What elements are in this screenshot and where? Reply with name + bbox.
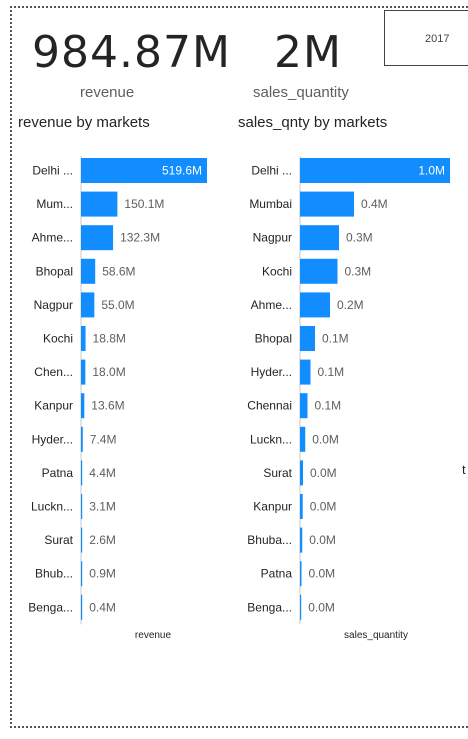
revenue-bar xyxy=(81,561,83,587)
revenue-bar xyxy=(81,494,83,519)
revenue-bar xyxy=(81,359,86,385)
revenue-data-label: 13.6M xyxy=(91,399,124,413)
quantity-data-label: 0.4M xyxy=(361,197,388,211)
quantity-data-label: 0.0M xyxy=(310,466,337,480)
quantity-bar xyxy=(300,225,339,251)
quantity-data-label: 0.1M xyxy=(318,365,345,379)
quantity-data-label: 0.0M xyxy=(312,432,339,446)
revenue-bar xyxy=(81,527,83,553)
revenue-bar xyxy=(81,158,207,183)
revenue-data-label: 18.8M xyxy=(93,332,126,346)
truncated-edge-text: t xyxy=(462,462,466,477)
revenue-category-label: Mum... xyxy=(36,197,73,211)
revenue-bar xyxy=(81,292,95,318)
quantity-bar xyxy=(300,292,330,318)
quantity-data-label: 0.1M xyxy=(322,332,349,346)
quantity-category-label: Bhopal xyxy=(255,332,292,346)
quantity-data-label: 0.0M xyxy=(309,567,336,581)
quantity-bar xyxy=(300,191,354,217)
quantity-data-label: 0.3M xyxy=(346,231,373,245)
year-slicer-value: 2017 xyxy=(425,33,450,45)
quantity-category-label: Luckn... xyxy=(250,432,292,446)
quantity-data-label: 0.2M xyxy=(337,298,364,312)
revenue-data-label: 55.0M xyxy=(101,298,134,312)
revenue-category-label: Ahme... xyxy=(32,231,73,245)
revenue-bar xyxy=(81,426,83,452)
revenue-data-label: 519.6M xyxy=(162,164,202,178)
revenue-category-label: Patna xyxy=(42,466,74,480)
revenue-data-label: 4.4M xyxy=(89,466,116,480)
quantity-x-axis-title: sales_quantity xyxy=(344,630,408,641)
quantity-bar xyxy=(300,326,315,351)
revenue-bar xyxy=(81,594,83,620)
revenue-data-label: 58.6M xyxy=(102,264,135,278)
revenue-data-label: 132.3M xyxy=(120,231,160,245)
revenue-category-label: Kochi xyxy=(43,332,73,346)
revenue-category-label: Kanpur xyxy=(34,399,73,413)
quantity-kpi-label: sales_quantity xyxy=(253,84,349,101)
quantity-category-label: Benga... xyxy=(247,600,292,614)
quantity-bar xyxy=(300,460,303,486)
revenue-x-axis-title: revenue xyxy=(135,630,172,641)
report-canvas xyxy=(10,6,468,728)
quantity-category-label: Delhi ... xyxy=(251,164,292,178)
revenue-data-label: 18.0M xyxy=(92,365,125,379)
revenue-bar xyxy=(81,393,85,419)
revenue-bar xyxy=(81,460,83,486)
revenue-data-label: 2.6M xyxy=(89,533,116,547)
revenue-bar xyxy=(81,258,96,284)
quantity-kpi-value: 2M xyxy=(274,27,342,78)
quantity-bar xyxy=(300,393,308,419)
quantity-category-label: Bhuba... xyxy=(247,533,292,547)
revenue-data-label: 0.4M xyxy=(89,600,116,614)
quantity-category-label: Kochi xyxy=(262,264,292,278)
quantity-bar-chart[interactable]: Delhi ... 1.0M Mumbai 0.4M Nagpur 0.3M Kochi 0.… xyxy=(235,150,468,650)
revenue-data-label: 7.4M xyxy=(90,432,117,446)
revenue-bar xyxy=(81,225,114,251)
revenue-bar xyxy=(81,191,118,217)
revenue-category-label: Delhi ... xyxy=(32,164,73,178)
revenue-category-label: Benga... xyxy=(28,600,73,614)
revenue-chart-title: revenue by markets xyxy=(18,114,150,131)
quantity-bar xyxy=(300,158,450,183)
quantity-chart-title: sales_qnty by markets xyxy=(238,114,388,131)
revenue-data-label: 0.9M xyxy=(89,567,116,581)
quantity-data-label: 1.0M xyxy=(418,164,445,178)
quantity-category-label: Ahme... xyxy=(251,298,292,312)
revenue-data-label: 150.1M xyxy=(124,197,164,211)
quantity-category-label: Surat xyxy=(263,466,292,480)
quantity-data-label: 0.0M xyxy=(309,533,336,547)
year-slicer[interactable]: 2017 xyxy=(384,10,468,66)
revenue-category-label: Luckn... xyxy=(31,500,73,514)
revenue-category-label: Chen... xyxy=(34,365,73,379)
quantity-bar xyxy=(300,359,311,385)
quantity-category-label: Mumbai xyxy=(249,197,292,211)
revenue-bar-chart[interactable]: Delhi ... 519.6M Mum... 150.1M Ahme... 132.3M… xyxy=(0,150,235,650)
quantity-category-label: Patna xyxy=(261,567,293,581)
revenue-data-label: 3.1M xyxy=(89,500,116,514)
revenue-category-label: Bhub... xyxy=(35,567,73,581)
quantity-bar xyxy=(300,426,306,452)
quantity-category-label: Nagpur xyxy=(253,231,292,245)
revenue-category-label: Surat xyxy=(44,533,73,547)
quantity-data-label: 0.3M xyxy=(345,264,372,278)
quantity-data-label: 0.0M xyxy=(310,500,337,514)
revenue-kpi-value: 984.87M xyxy=(32,27,231,78)
quantity-bar xyxy=(300,594,302,620)
revenue-bar xyxy=(81,326,86,351)
revenue-category-label: Bhopal xyxy=(36,264,73,278)
quantity-bar xyxy=(300,494,303,519)
quantity-bar xyxy=(300,258,338,284)
quantity-category-label: Hyder... xyxy=(251,365,292,379)
revenue-category-label: Hyder... xyxy=(32,432,73,446)
quantity-data-label: 0.1M xyxy=(315,399,342,413)
revenue-category-label: Nagpur xyxy=(34,298,73,312)
quantity-data-label: 0.0M xyxy=(308,600,335,614)
revenue-kpi-label: revenue xyxy=(80,84,135,101)
quantity-category-label: Chennai xyxy=(247,399,292,413)
quantity-category-label: Kanpur xyxy=(253,500,292,514)
quantity-bar xyxy=(300,561,302,587)
quantity-bar xyxy=(300,527,303,553)
